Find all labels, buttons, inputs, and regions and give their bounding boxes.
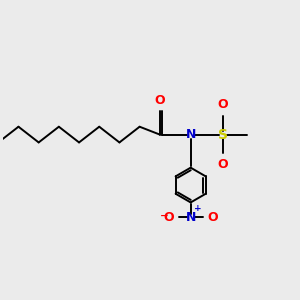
Text: N: N: [185, 128, 196, 141]
Text: O: O: [154, 94, 165, 106]
Text: O: O: [218, 98, 228, 111]
Text: O: O: [208, 211, 218, 224]
Text: O: O: [163, 211, 174, 224]
Text: O: O: [218, 158, 228, 171]
Text: S: S: [218, 128, 228, 142]
Text: −: −: [160, 211, 169, 220]
Text: +: +: [194, 204, 202, 213]
Text: N: N: [185, 211, 196, 224]
